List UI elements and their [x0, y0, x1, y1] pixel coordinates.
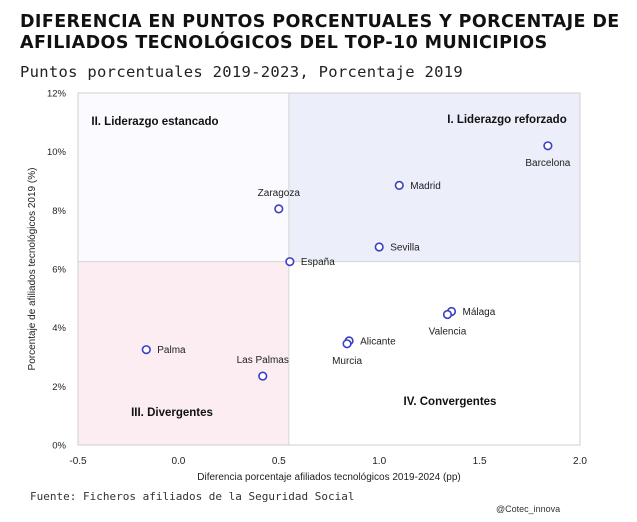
quadrant-bottom-right	[288, 261, 580, 445]
credit-handle: @Cotec_innova	[496, 504, 561, 514]
y-tick-label: 4%	[52, 323, 66, 334]
data-points: Barcelona Madrid Zaragoza Sevilla España Mála…	[141, 141, 571, 381]
data-point-marker	[374, 242, 384, 252]
x-tick-label: 0.0	[171, 456, 185, 467]
y-tick-label: 10%	[47, 147, 67, 158]
data-point-label: Barcelona	[525, 158, 570, 169]
quadrant-top-right	[288, 93, 580, 262]
data-point-label: Murcia	[332, 356, 362, 367]
x-axis-label: Diferencia porcentaje afiliados tecnológ…	[197, 472, 461, 483]
chart-subtitle: Puntos porcentuales 2019-2023, Porcentaj…	[20, 63, 464, 81]
data-point-label: Palma	[157, 345, 186, 356]
y-tick-label: 8%	[52, 206, 66, 217]
data-point-marker	[342, 339, 352, 349]
data-point-marker	[274, 204, 284, 214]
data-point-label: España	[301, 257, 335, 268]
quadrant-label-top-right: I. Liderazgo reforzado	[447, 114, 567, 126]
data-point-label: Las Palmas	[237, 355, 289, 366]
data-point-label: Madrid	[410, 181, 441, 192]
data-point-label: Valencia	[429, 326, 467, 337]
data-point-marker	[394, 180, 404, 190]
y-tick-label: 0%	[52, 441, 66, 452]
quadrant-bottom-left	[78, 261, 289, 445]
y-axis-label: Porcentaje de afiliados tecnológicos 201…	[27, 168, 38, 371]
data-point-marker	[141, 345, 151, 355]
x-tick-label: 1.5	[473, 456, 487, 467]
x-tick-label: -0.5	[69, 456, 87, 467]
x-tick-label: 1.0	[372, 456, 386, 467]
quadrant-label-bottom-right: IV. Convergentes	[404, 396, 497, 408]
data-point-marker	[285, 257, 295, 267]
quadrant-label-top-left: II. Liderazgo estancado	[91, 116, 218, 128]
quadrant-top-left	[78, 93, 289, 262]
data-point-marker	[258, 371, 268, 381]
quadrant-label-bottom-left: III. Divergentes	[131, 407, 213, 419]
data-point-label: Zaragoza	[258, 188, 301, 199]
y-tick-label: 12%	[47, 89, 67, 100]
y-tick-label: 6%	[52, 265, 66, 276]
x-tick-label: 2.0	[573, 456, 587, 467]
data-point-marker	[442, 309, 453, 320]
data-point-marker	[543, 141, 553, 151]
plot-frame	[77, 92, 581, 446]
axis-ticks: -0.5 0.0 0.5 1.0 1.5 2.0 0% 2% 4% 6% 8% 10% 12%	[47, 89, 587, 468]
quadrant-layer: II. Liderazgo estancado I. Liderazgo refo…	[78, 93, 580, 445]
data-point-label: Málaga	[462, 307, 495, 318]
chart-title: DIFERENCIA EN PUNTOS PORCENTUALES Y PORC…	[20, 12, 620, 53]
data-point-label: Alicante	[360, 336, 396, 347]
y-tick-label: 2%	[52, 382, 66, 393]
data-point-label: Sevilla	[390, 243, 420, 254]
source-note: Fuente: Ficheros afiliados de la Segurid…	[30, 490, 355, 503]
x-tick-label: 0.5	[272, 456, 286, 467]
reference-lines	[78, 93, 580, 445]
